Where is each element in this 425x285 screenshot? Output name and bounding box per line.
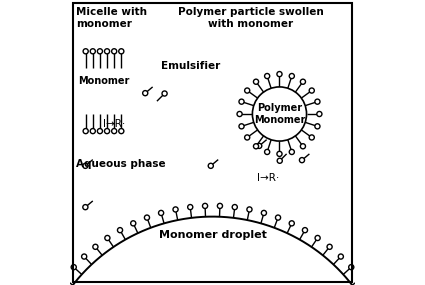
Circle shape	[358, 276, 363, 281]
Circle shape	[188, 205, 193, 210]
Circle shape	[252, 87, 306, 141]
Circle shape	[300, 144, 306, 149]
Circle shape	[71, 264, 76, 270]
Circle shape	[317, 111, 322, 117]
Circle shape	[117, 228, 122, 233]
Circle shape	[83, 163, 88, 168]
Text: Polymer: Polymer	[257, 103, 302, 113]
Circle shape	[247, 207, 252, 212]
Circle shape	[143, 91, 148, 96]
Circle shape	[315, 124, 320, 129]
Circle shape	[265, 149, 270, 154]
Circle shape	[275, 215, 281, 220]
Circle shape	[289, 149, 295, 154]
Circle shape	[105, 49, 110, 54]
Text: Polymer particle swollen
with monomer: Polymer particle swollen with monomer	[178, 7, 324, 29]
Circle shape	[232, 205, 237, 210]
Circle shape	[105, 129, 110, 134]
Text: Emulsifier: Emulsifier	[161, 60, 221, 71]
Text: I→R·: I→R·	[103, 119, 125, 129]
Circle shape	[239, 124, 244, 129]
Circle shape	[277, 151, 282, 156]
Circle shape	[62, 276, 67, 281]
Circle shape	[144, 215, 150, 220]
Circle shape	[239, 99, 244, 104]
Circle shape	[299, 158, 305, 163]
Circle shape	[112, 129, 117, 134]
Circle shape	[90, 129, 95, 134]
Circle shape	[202, 203, 208, 209]
Circle shape	[217, 203, 223, 209]
Circle shape	[162, 91, 167, 96]
Circle shape	[253, 144, 258, 149]
Circle shape	[112, 49, 117, 54]
Circle shape	[83, 205, 88, 210]
Circle shape	[237, 111, 242, 117]
Circle shape	[105, 235, 110, 241]
Circle shape	[289, 221, 295, 226]
Text: I→R·: I→R·	[257, 173, 279, 183]
Circle shape	[309, 88, 314, 93]
Circle shape	[261, 210, 266, 215]
Circle shape	[289, 74, 295, 79]
Circle shape	[265, 74, 270, 79]
Text: Micelle with
monomer: Micelle with monomer	[76, 7, 147, 29]
Circle shape	[253, 79, 258, 84]
Text: Aqueous phase: Aqueous phase	[76, 159, 166, 169]
Circle shape	[119, 49, 124, 54]
Circle shape	[315, 235, 320, 241]
Text: Monomer droplet: Monomer droplet	[159, 230, 266, 240]
Circle shape	[130, 221, 136, 226]
Circle shape	[83, 49, 88, 54]
Circle shape	[303, 228, 308, 233]
Circle shape	[277, 158, 282, 163]
Circle shape	[257, 143, 262, 148]
Circle shape	[309, 135, 314, 140]
Circle shape	[93, 244, 98, 249]
Circle shape	[338, 254, 343, 259]
Circle shape	[315, 99, 320, 104]
Circle shape	[277, 72, 282, 77]
Circle shape	[159, 210, 164, 215]
Circle shape	[173, 207, 178, 212]
Circle shape	[245, 88, 250, 93]
Circle shape	[97, 129, 102, 134]
Circle shape	[300, 79, 306, 84]
Circle shape	[83, 129, 88, 134]
Text: Monomer: Monomer	[78, 76, 129, 86]
Circle shape	[90, 49, 95, 54]
Circle shape	[82, 254, 87, 259]
Circle shape	[327, 244, 332, 249]
Circle shape	[119, 129, 124, 134]
Circle shape	[208, 163, 213, 168]
Text: Monomer: Monomer	[254, 115, 305, 125]
Circle shape	[348, 264, 354, 270]
Circle shape	[245, 135, 250, 140]
Circle shape	[97, 49, 102, 54]
